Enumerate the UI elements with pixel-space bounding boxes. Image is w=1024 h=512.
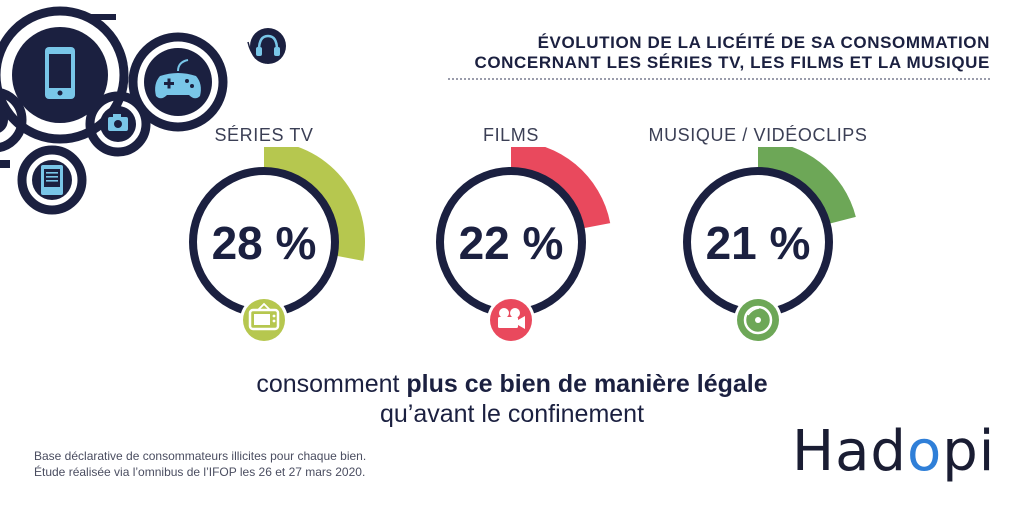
metric-musique-videoclips: MUSIQUE / VIDÉOCLIPS 21 % bbox=[638, 125, 878, 355]
title-divider bbox=[448, 78, 990, 80]
headphones-icon bbox=[247, 34, 280, 64]
footnote: Base déclarative de consommateurs illici… bbox=[34, 448, 366, 480]
footnote-line2: Étude réalisée via l’omnibus de l’IFOP l… bbox=[34, 465, 366, 479]
gauge-value-label: 21 % bbox=[706, 217, 811, 269]
camera-icon bbox=[108, 114, 128, 131]
ereader-icon bbox=[41, 165, 63, 195]
tv-icon bbox=[240, 296, 288, 344]
film-camera-icon bbox=[487, 296, 535, 344]
decorative-media-icons bbox=[0, 6, 286, 215]
gauge: 21 % bbox=[683, 147, 856, 344]
caption-line1: consomment plus ce bien de manière légal… bbox=[0, 370, 1024, 399]
chart-title-line2: CONCERNANT LES SÉRIES TV, LES FILMS ET L… bbox=[474, 53, 990, 72]
chart-title-line1: ÉVOLUTION DE LA LICÉITÉ DE SA CONSOMMATI… bbox=[537, 33, 990, 52]
metric-series-tv: SÉRIES TV 28 % bbox=[144, 125, 384, 355]
caption-line2: qu’avant le confinement bbox=[379, 400, 645, 428]
gauge: 28 % bbox=[189, 147, 365, 344]
footnote-line1: Base déclarative de consommateurs illici… bbox=[34, 449, 367, 463]
metric-label: SÉRIES TV bbox=[214, 125, 314, 145]
metric-label: MUSIQUE / VIDÉOCLIPS bbox=[648, 125, 868, 145]
caption-prefix: consomment bbox=[256, 370, 407, 398]
hadopi-logo: Hadopi bbox=[792, 419, 996, 484]
gauge-value-label: 22 % bbox=[459, 217, 564, 269]
caption-bold: plus ce bien de manière légale bbox=[406, 370, 768, 398]
chart-title: ÉVOLUTION DE LA LICÉITÉ DE SA CONSOMMATI… bbox=[430, 33, 990, 73]
gamepad-icon bbox=[155, 59, 201, 99]
gauge: 22 % bbox=[436, 147, 611, 344]
music-disc-icon bbox=[734, 296, 782, 344]
metric-films: FILMS 22 % bbox=[391, 125, 631, 355]
metric-label: FILMS bbox=[482, 125, 539, 145]
phone-icon bbox=[45, 47, 75, 99]
gauge-value-label: 28 % bbox=[212, 217, 317, 269]
